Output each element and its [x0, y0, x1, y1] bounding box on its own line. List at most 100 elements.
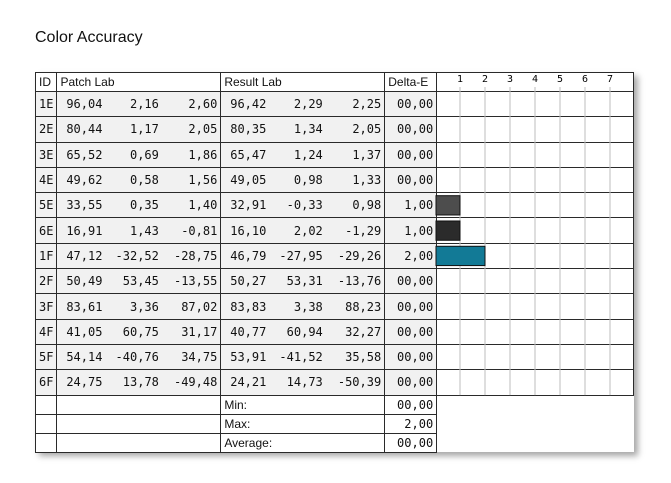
patch-lab-cell: 54,14 -40,76 34,75: [56, 343, 222, 371]
summary-value: 00,00: [384, 432, 438, 453]
summary-empty: [437, 414, 634, 433]
patch-lab-value: 53,45: [122, 274, 159, 289]
summary-blank: [56, 394, 222, 415]
color-accuracy-panel: ID Patch Lab Result Lab Delta-E 1E 96,04 2…: [34, 72, 634, 453]
result-lab-value: 32,91: [230, 198, 267, 213]
delta-e-cell: 00,00: [384, 369, 438, 396]
table-row: 3E 65,52 0,69 1,86 65,47 1,24 1,37 00,00: [34, 141, 634, 168]
summary-blank: [34, 413, 58, 434]
result-lab-value: 65,47: [230, 147, 267, 162]
delta-e-header: Delta-E: [384, 72, 438, 92]
result-lab-cell: 40,77 60,94 32,27: [220, 318, 386, 345]
delta-e-bar: [435, 195, 461, 216]
patch-lab-value: 65,52: [66, 147, 103, 162]
summary-row: Max: 2,00: [34, 413, 634, 434]
result-lab-value: 24,21: [230, 375, 267, 390]
summary-blank: [34, 432, 58, 453]
patch-lab-value: -49,48: [173, 375, 218, 390]
patch-lab-value: -13,55: [173, 274, 218, 289]
result-lab-value: 40,77: [230, 324, 267, 339]
patch-lab-value: 47,12: [66, 248, 103, 263]
patch-id-cell: 5E: [34, 192, 58, 219]
result-lab-cell: 80,35 1,34 2,05: [220, 116, 386, 143]
result-lab-value: 1,24: [293, 147, 323, 162]
result-lab-value: -41,52: [279, 350, 323, 365]
result-lab-value: 2,02: [293, 223, 323, 238]
patch-lab-cell: 47,12 -32,52 -28,75: [56, 242, 222, 270]
patch-lab-value: 1,43: [129, 223, 159, 238]
patch-lab-value: 96,04: [66, 97, 103, 112]
patch-lab-value: 3,36: [129, 299, 159, 314]
result-lab-value: 1,34: [293, 122, 323, 137]
patch-lab-value: 80,44: [66, 122, 103, 137]
patch-lab-value: -32,52: [115, 248, 159, 263]
result-lab-value: 49,05: [230, 173, 267, 188]
delta-e-bar: [435, 245, 486, 267]
patch-id-cell: 1F: [34, 242, 58, 270]
page-title: Color Accuracy: [35, 29, 143, 46]
axis-tick-label: 1: [457, 74, 463, 85]
table-row: 6F 24,75 13,78 -49,48 24,21 14,73 -50,39 00,00: [34, 369, 634, 396]
patch-lab-value: 2,60: [188, 97, 218, 112]
result-lab-value: 83,83: [230, 299, 267, 314]
summary-label: Min:: [220, 394, 386, 415]
result-lab-cell: 96,42 2,29 2,25: [220, 90, 386, 118]
result-lab-value: -29,26: [337, 248, 382, 263]
result-lab-value: 0,98: [352, 198, 382, 213]
summary-blank: [34, 394, 58, 415]
result-lab-value: -27,95: [279, 248, 323, 263]
patch-lab-value: 16,91: [66, 223, 103, 238]
axis-tick-label: 7: [607, 74, 613, 85]
summary-value: 2,00: [384, 413, 438, 434]
result-lab-value: 53,31: [286, 274, 323, 289]
patch-lab-value: 87,02: [181, 299, 218, 314]
delta-e-cell: 00,00: [384, 90, 438, 118]
patch-lab-value: -0,81: [181, 223, 218, 238]
result-lab-value: 2,29: [293, 97, 323, 112]
patch-lab-value: 1,40: [188, 198, 218, 213]
patch-id-cell: 4E: [34, 166, 58, 194]
patch-lab-cell: 80,44 1,17 2,05: [56, 116, 222, 143]
patch-id-cell: 3E: [34, 141, 58, 168]
result-lab-header: Result Lab: [220, 72, 386, 92]
result-lab-value: 50,27: [230, 274, 267, 289]
patch-lab-header: Patch Lab: [56, 72, 222, 92]
patch-lab-value: -40,76: [115, 350, 159, 365]
summary-blank: [56, 413, 222, 434]
delta-e-cell: 00,00: [384, 166, 438, 194]
patch-lab-value: 2,05: [188, 122, 218, 137]
delta-e-cell: 00,00: [384, 268, 438, 295]
result-lab-value: 1,33: [352, 173, 382, 188]
axis-tick-label: 3: [507, 74, 513, 85]
result-lab-value: 16,10: [230, 223, 267, 238]
delta-e-bar-chart: 1 2 3 4 5 6 7: [435, 74, 613, 396]
result-lab-value: 80,35: [230, 122, 267, 137]
result-lab-cell: 65,47 1,24 1,37: [220, 141, 386, 168]
patch-lab-cell: 49,62 0,58 1,56: [56, 166, 222, 194]
result-lab-value: 1,37: [352, 147, 382, 162]
patch-id-cell: 4F: [34, 318, 58, 345]
delta-e-bar: [435, 220, 461, 241]
patch-lab-value: 2,16: [129, 97, 159, 112]
result-lab-value: -13,76: [337, 274, 382, 289]
delta-e-cell: 1,00: [384, 192, 438, 219]
result-lab-cell: 50,27 53,31 -13,76: [220, 268, 386, 295]
result-lab-value: -1,29: [345, 223, 382, 238]
patch-lab-value: -28,75: [173, 248, 218, 263]
result-lab-value: 96,42: [230, 97, 267, 112]
table-row: 1E 96,04 2,16 2,60 96,42 2,29 2,25 00,00: [34, 90, 634, 118]
result-lab-value: -0,33: [286, 198, 323, 213]
result-lab-value: 46,79: [230, 248, 267, 263]
summary-empty: [437, 395, 634, 414]
delta-e-cell: 00,00: [384, 318, 438, 345]
table-row: 5F 54,14 -40,76 34,75 53,91 -41,52 35,58 00,00: [34, 343, 634, 371]
patch-lab-value: 13,78: [122, 375, 159, 390]
result-lab-cell: 24,21 14,73 -50,39: [220, 369, 386, 396]
result-lab-cell: 49,05 0,98 1,33: [220, 166, 386, 194]
patch-lab-value: 60,75: [122, 324, 159, 339]
patch-lab-cell: 96,04 2,16 2,60: [56, 90, 222, 118]
axis-tick-label: 6: [582, 74, 588, 85]
patch-lab-value: 49,62: [66, 173, 103, 188]
result-lab-cell: 53,91 -41,52 35,58: [220, 343, 386, 371]
id-header: ID: [34, 72, 58, 92]
